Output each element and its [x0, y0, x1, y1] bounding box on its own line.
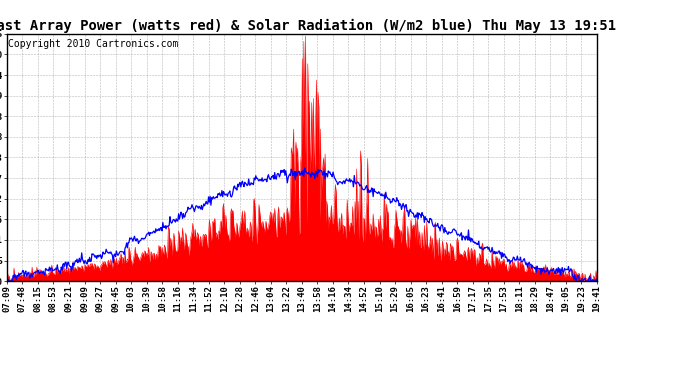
Text: Copyright 2010 Cartronics.com: Copyright 2010 Cartronics.com: [8, 39, 179, 49]
Title: East Array Power (watts red) & Solar Radiation (W/m2 blue) Thu May 13 19:51: East Array Power (watts red) & Solar Rad…: [0, 18, 616, 33]
